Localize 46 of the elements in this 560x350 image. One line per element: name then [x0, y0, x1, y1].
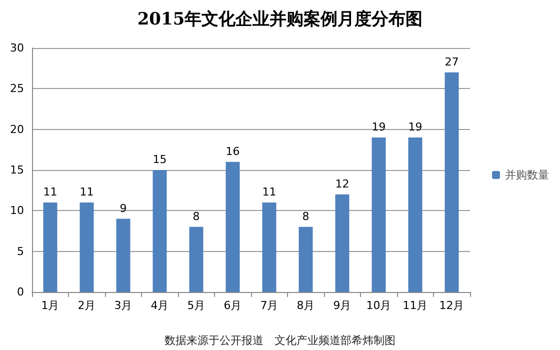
x-tick-label: 7月 [260, 299, 278, 312]
bar [444, 72, 459, 292]
bar [298, 226, 313, 292]
y-tick-label: 15 [10, 164, 24, 176]
x-tick-label: 6月 [224, 299, 242, 312]
data-label: 15 [152, 153, 167, 166]
chart-title: 2015年文化企业并购案例月度分布图 [137, 8, 423, 30]
data-label: 8 [302, 210, 310, 223]
bar [335, 194, 350, 292]
bar [262, 202, 276, 292]
data-label: 12 [335, 177, 350, 190]
x-tick-label: 1月 [41, 299, 60, 312]
x-tick-label: 9月 [333, 299, 352, 312]
data-label: 16 [226, 144, 240, 158]
text: 数据来源于公开报道 文化产业频道部希炜制图 [164, 334, 396, 347]
data-label: 11 [80, 186, 94, 199]
data-label: 9 [120, 202, 127, 215]
bar [80, 202, 94, 292]
bar [226, 162, 240, 292]
y-tick-label: 25 [10, 82, 24, 96]
bar [408, 137, 422, 292]
x-tick-label: 10月 [366, 299, 392, 312]
x-tick-label: 5月 [187, 299, 206, 312]
bar [152, 170, 167, 292]
x-tick-label: 3月 [114, 299, 132, 312]
legend-label: 并购数量 [505, 168, 549, 182]
data-label: 19 [372, 120, 386, 134]
data-label: 11 [262, 186, 276, 199]
data-label: 8 [192, 210, 200, 223]
bar [189, 226, 204, 292]
bar [43, 202, 58, 292]
data-label: 11 [43, 186, 58, 199]
y-tick-label: 5 [17, 244, 24, 258]
y-tick-label: 20 [10, 122, 24, 136]
data-label: 27 [444, 55, 459, 68]
x-tick-label: 8月 [296, 299, 315, 312]
data-label: 19 [408, 120, 422, 134]
x-tick-label: 2月 [78, 299, 96, 312]
x-tick-label: 11月 [402, 299, 428, 312]
y-tick-label: 0 [17, 286, 24, 298]
x-tick-label: 12月 [439, 299, 464, 312]
x-tick-label: 4月 [150, 299, 169, 312]
y-tick-label: 10 [10, 204, 24, 218]
bar [372, 137, 386, 292]
y-tick-label: 30 [10, 42, 24, 54]
bar [116, 218, 130, 292]
